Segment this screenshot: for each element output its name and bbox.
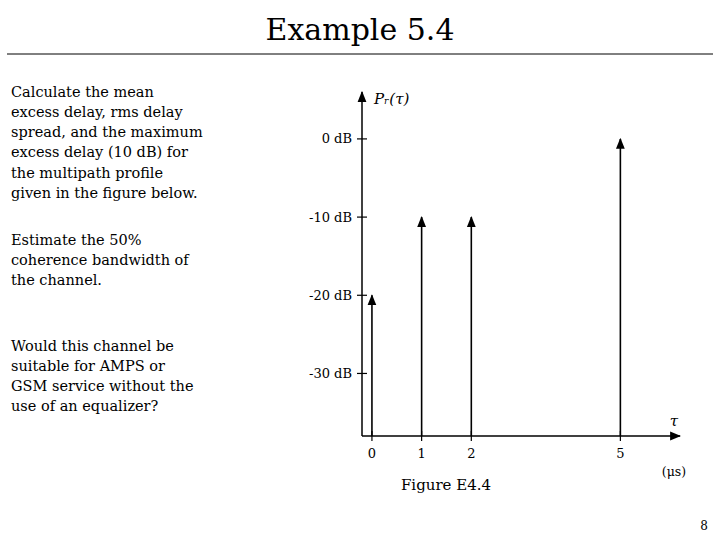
x-axis-label: τ bbox=[670, 412, 679, 430]
figure-caption: Figure E4.4 bbox=[401, 476, 491, 494]
y-tick-label: -10 dB bbox=[309, 210, 352, 225]
y-axis bbox=[361, 92, 363, 436]
stem bbox=[471, 217, 473, 436]
background bbox=[0, 0, 720, 540]
y-tick bbox=[357, 295, 367, 296]
x-tick-label: 5 bbox=[616, 446, 624, 461]
title: Example 5.4 bbox=[266, 12, 455, 47]
x-axis-units: (μs) bbox=[662, 464, 686, 479]
page-number: 8 bbox=[700, 519, 708, 533]
y-tick-label: 0 dB bbox=[322, 131, 352, 146]
x-tick-label: 2 bbox=[467, 446, 475, 461]
stems bbox=[372, 139, 620, 436]
y-tick bbox=[357, 373, 367, 374]
x-tick-label: 0 bbox=[368, 446, 376, 461]
title-rule bbox=[7, 54, 713, 55]
stem bbox=[421, 217, 423, 436]
y-tick-label: -30 dB bbox=[309, 366, 352, 381]
text-block: Would this channel besuitable for AMPS o… bbox=[11, 338, 194, 415]
stem bbox=[371, 295, 373, 436]
chart: Example 5.4 Calculate the meanexcess dela… bbox=[0, 0, 720, 540]
y-tick-label: -20 dB bbox=[309, 288, 352, 303]
x-axis bbox=[362, 435, 680, 437]
text-block: Estimate the 50%coherence bandwidth ofth… bbox=[11, 232, 190, 289]
y-tick bbox=[357, 216, 367, 217]
y-axis-label: Pᵣ(τ) bbox=[373, 90, 409, 108]
x-tick-label: 1 bbox=[417, 446, 425, 461]
text-block: Calculate the meanexcess delay, rms dela… bbox=[11, 84, 203, 202]
stem bbox=[620, 139, 622, 436]
y-tick bbox=[357, 138, 367, 139]
